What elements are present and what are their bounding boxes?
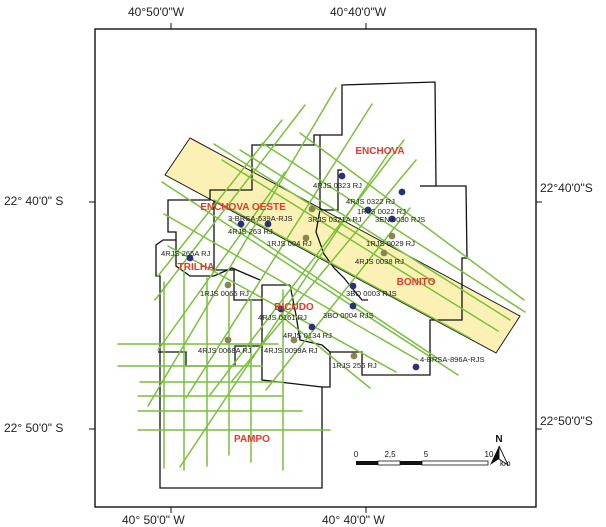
well-marker-1rjs-256-rj[interactable] <box>350 352 358 360</box>
well-marker-1rjs-0022-rj[interactable] <box>364 206 372 214</box>
field-labels: ENCHOVA ENCHOVA OESTE TRILHA BONITO BICUDO PA… <box>178 146 436 445</box>
scale-tick-10: 10 <box>485 450 494 459</box>
field-label-enchova-oeste: ENCHOVA OESTE <box>200 202 286 213</box>
well-label-4-brsa-896a-rjs: 4-BRSA-896A-RJS <box>420 355 485 364</box>
coord-right-upper: 22°40'0"S <box>540 181 593 195</box>
well-label-1rjs-0065-rj: 1RJS 0065 RJ <box>200 289 249 298</box>
coord-bottom-right: 40° 40'0" W <box>322 513 385 527</box>
map-frame <box>94 28 537 508</box>
well-marker-3en-0030-rjs[interactable] <box>388 215 396 223</box>
well-marker-4rjs-0068a-rj[interactable] <box>224 336 232 344</box>
scale-segment-4 <box>421 460 489 466</box>
well-marker-3bo-0004-rjs[interactable] <box>349 302 357 310</box>
well-marker-4rjs-0322-rj[interactable] <box>398 188 406 196</box>
well-marker-1rjs-0029-rj[interactable] <box>388 232 396 240</box>
field-label-pampo: PAMPO <box>234 434 270 445</box>
well-label-4rjs-0038-rj: 4RJS 0038 RJ <box>355 257 404 266</box>
well-label-1rjs-0022-rj: 1RJS 0022 RJ <box>357 207 406 216</box>
well-label-4rjs-0099a-rj: 4RJS 0099A RJ <box>264 346 318 355</box>
well-label-3bo-0004-rjs: 3BO 0004 RJS <box>323 311 374 320</box>
north-arrow-icon: N <box>490 434 510 467</box>
scale-segment-2 <box>377 460 401 466</box>
scale-tick-5: 5 <box>424 450 429 459</box>
coord-left-upper: 22° 40'0" S <box>4 194 64 208</box>
coord-bottom-left: 40° 50'0" W <box>122 513 185 527</box>
well-marker-3-brsa-539a-rjs[interactable] <box>264 220 272 228</box>
field-label-bonito: BONITO <box>397 277 436 288</box>
well-marker-3bo-0003-rjs[interactable] <box>349 282 357 290</box>
north-label: N <box>495 434 502 445</box>
well-marker-1rjs-004-rj[interactable] <box>302 234 310 242</box>
well-label-4rjs-263-rj: 4RJS 263 RJ <box>228 227 273 236</box>
well-marker-4rjs-265a-rj[interactable] <box>186 254 194 262</box>
well-label-3en-0030-rjs: 3EN 0030 RJS <box>375 215 425 224</box>
well-marker-4rjs-0323-rj[interactable] <box>338 172 346 180</box>
well-marker-4-brsa-896a-rjs[interactable] <box>412 363 420 371</box>
well-marker-3rjs-0321a-rj[interactable] <box>308 205 316 213</box>
scale-segment-1 <box>356 461 378 465</box>
well-label-4rjs-0323-rj: 4RJS 0323 RJ <box>313 181 362 190</box>
coord-right-lower: 22°50'0"S <box>540 414 593 428</box>
field-label-enchova: ENCHOVA <box>355 146 404 157</box>
well-marker-4rjs-0134-rj[interactable] <box>308 323 316 331</box>
well-marker-4rjs-0038-rj[interactable] <box>380 249 388 257</box>
well-marker-4rjs-0099a-rj[interactable] <box>290 336 298 344</box>
well-label-3rjs-0321a-rj: 3RJS 0321A RJ <box>308 215 362 224</box>
well-marker-1rjs-0065-rj[interactable] <box>224 281 232 289</box>
well-label-4rjs-0134-rj: 4RJS 0134 RJ <box>283 331 332 340</box>
field-label-trilha: TRILHA <box>178 262 215 273</box>
well-label-4rjs-0161-rj: 4RJS 0161 RJ <box>258 313 307 322</box>
coord-top-left: 40°50'0"W <box>128 5 185 19</box>
well-label-1rjs-0029-rj: 1RJS 0029 RJ <box>366 239 415 248</box>
scale-segment-3 <box>400 461 422 465</box>
coord-left-lower: 22° 50'0" S <box>4 421 64 435</box>
well-label-4rjs-265a-rj: 4RJS 265A RJ <box>161 249 211 258</box>
well-label-1rjs-256-rj: 1RJS 256 RJ <box>332 361 377 370</box>
scale-tick-0: 0 <box>354 450 359 459</box>
seismic-lines <box>117 87 526 471</box>
well-label-4rjs-0068a-rj: 4RJS 0068A RJ <box>198 346 252 355</box>
coord-top-right: 40°40'0"W <box>330 5 387 19</box>
well-label-3bo-0003-rjs: 3BO 0003 RJS <box>346 289 397 298</box>
coordinate-ticks <box>89 23 542 513</box>
well-marker-4rjs-0161-rj[interactable] <box>277 305 285 313</box>
field-label-bicudo: BICUDO <box>274 302 314 313</box>
well-label-3-brsa-539a-rjs: 3-BRSA-539A-RJS <box>228 214 293 223</box>
well-marker-4rjs-263-rj[interactable] <box>237 220 245 228</box>
well-label-1rjs-004-rj: 1RJS 004 RJ <box>267 239 312 248</box>
well-label-4rjs-0322-rj: 4RJS 0322 RJ <box>346 197 395 206</box>
scale-tick-2-5: 2,5 <box>384 450 396 459</box>
